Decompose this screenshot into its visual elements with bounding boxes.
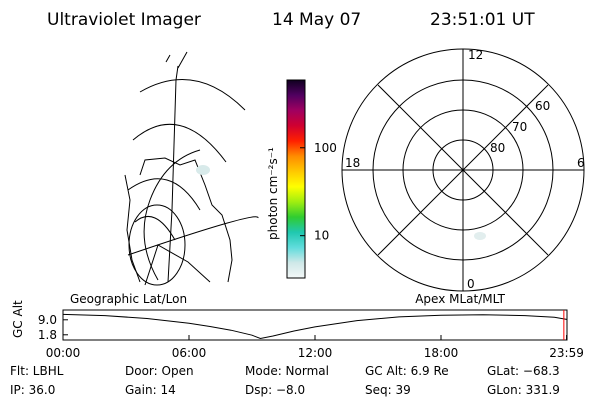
mlt-label: 12 bbox=[468, 48, 483, 62]
info-text: Dsp: −8.0 bbox=[245, 383, 305, 397]
x-tick-label: 00:00 bbox=[46, 346, 81, 360]
info-text: GC Alt: 6.9 Re bbox=[365, 364, 449, 378]
map-arc bbox=[134, 216, 176, 241]
colorbar-tick-label: 100 bbox=[314, 141, 337, 155]
mlt-label: 0 bbox=[467, 277, 475, 291]
x-tick-label: 12:00 bbox=[298, 346, 333, 360]
lat-label: 60 bbox=[535, 99, 550, 113]
altitude-line bbox=[62, 313, 567, 340]
info-text: Flt: LBHL bbox=[10, 364, 64, 378]
strip-title-left: Geographic Lat/Lon bbox=[70, 292, 187, 306]
map-line bbox=[167, 65, 179, 283]
map-arc bbox=[139, 79, 246, 111]
map bbox=[124, 51, 259, 286]
info-text: GLon: 331.9 bbox=[487, 383, 560, 397]
strip-title-right: Apex MLat/MLT bbox=[415, 292, 505, 306]
date: 14 May 07 bbox=[272, 10, 361, 30]
y-axis-label: GC Alt bbox=[11, 300, 25, 338]
info-text: IP: 36.0 bbox=[10, 383, 55, 397]
colorbar bbox=[286, 79, 306, 279]
aurora bbox=[196, 165, 210, 175]
info-text: GLat: −68.3 bbox=[487, 364, 560, 378]
info-text: Seq: 39 bbox=[365, 383, 411, 397]
lat-label: 70 bbox=[512, 120, 527, 134]
coastline bbox=[124, 174, 141, 283]
y-tick-label: 9.0 bbox=[38, 313, 57, 327]
map-line bbox=[143, 149, 201, 281]
polar-plot bbox=[341, 48, 585, 292]
info-text: Door: Open bbox=[125, 364, 194, 378]
info-text: Gain: 14 bbox=[125, 383, 176, 397]
y-tick-label: 1.8 bbox=[38, 328, 57, 342]
colorbar-tick-label: 10 bbox=[314, 229, 329, 243]
map-line bbox=[144, 244, 211, 286]
map-line bbox=[165, 51, 188, 69]
time: 23:51:01 UT bbox=[430, 10, 535, 30]
colorbar-label: photon cm⁻²s⁻¹ bbox=[266, 147, 280, 240]
x-tick-label: 06:00 bbox=[172, 346, 207, 360]
x-tick-label: 18:00 bbox=[424, 346, 459, 360]
info-text: Mode: Normal bbox=[245, 364, 329, 378]
map-arc bbox=[127, 178, 201, 211]
title: Ultraviolet Imager bbox=[47, 10, 201, 30]
map-arc bbox=[132, 123, 227, 163]
mlt-label: 18 bbox=[345, 156, 360, 170]
coastline bbox=[139, 157, 233, 283]
x-tick-label: 23:59 bbox=[549, 346, 584, 360]
mlt-label: 6 bbox=[577, 156, 585, 170]
lat-label: 80 bbox=[490, 141, 505, 155]
map-arc bbox=[127, 216, 259, 256]
